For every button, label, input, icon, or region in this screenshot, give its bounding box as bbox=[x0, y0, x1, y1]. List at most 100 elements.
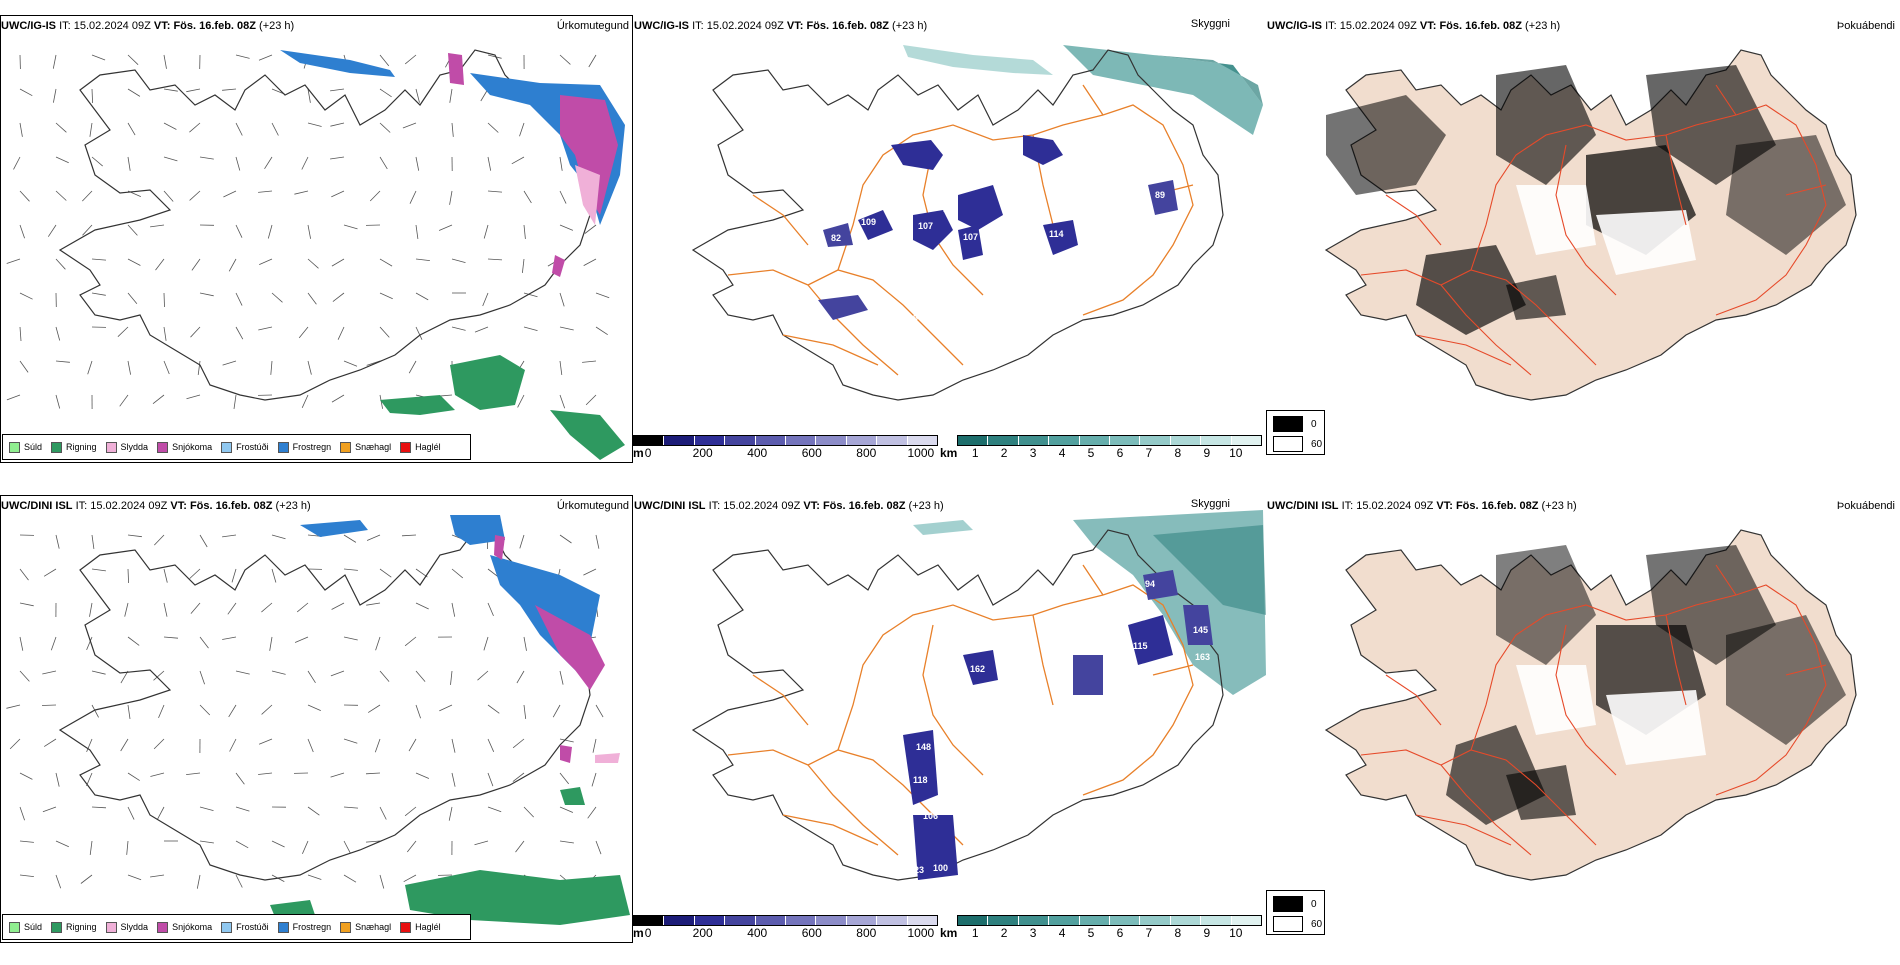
wind-barb bbox=[409, 739, 416, 751]
wind-barb bbox=[164, 191, 173, 202]
wind-barb bbox=[302, 395, 308, 408]
wind-barb bbox=[376, 637, 380, 650]
wind-barb bbox=[593, 739, 596, 753]
wind-barb bbox=[416, 157, 419, 171]
precip-legend-item: Snæhagl bbox=[340, 922, 391, 933]
wind-barb bbox=[560, 535, 572, 543]
colorbar-step bbox=[725, 916, 755, 925]
wind-barb bbox=[302, 841, 308, 854]
wind-barb bbox=[88, 361, 92, 374]
wind-barb bbox=[261, 603, 272, 612]
wind-barb bbox=[475, 841, 489, 845]
wind-barb bbox=[236, 671, 250, 674]
wind-barb bbox=[262, 705, 272, 714]
fog-legend-label: 60 bbox=[1311, 919, 1322, 930]
iceland-outline bbox=[60, 50, 590, 400]
wind-barb bbox=[92, 569, 106, 571]
wind-barb bbox=[405, 55, 416, 64]
colorbar-tick-label: 2 bbox=[1001, 446, 1008, 460]
wind-barb bbox=[409, 361, 416, 373]
wind-barb bbox=[488, 157, 491, 171]
wind-barb bbox=[272, 123, 278, 136]
visibility-label: 145 bbox=[1193, 625, 1208, 635]
colorbar-step bbox=[847, 436, 877, 445]
wind-barb bbox=[522, 259, 524, 273]
wind-barb bbox=[190, 191, 200, 200]
wind-barb bbox=[294, 191, 308, 194]
wind-barb bbox=[560, 327, 574, 330]
visibility-map-2: 94 162 115 148 118 106 100 123 145 163 bbox=[633, 495, 1266, 965]
visibility-label: 96 bbox=[1088, 225, 1098, 235]
wind-barb bbox=[121, 739, 128, 751]
wind-barb bbox=[308, 807, 319, 815]
wind-barb bbox=[450, 89, 452, 103]
wind-barb bbox=[200, 671, 205, 684]
wind-barb bbox=[128, 535, 142, 537]
colorbar-tick-label: 600 bbox=[802, 926, 822, 940]
wind-barb bbox=[449, 807, 452, 821]
wind-barb bbox=[56, 327, 60, 341]
visibility-shading bbox=[903, 45, 1263, 135]
wind-barb bbox=[236, 225, 242, 238]
panel-title: Skyggni bbox=[1191, 18, 1230, 30]
colorbar-step bbox=[988, 436, 1018, 445]
wind-barb bbox=[258, 191, 272, 192]
colorbar-step bbox=[1019, 436, 1049, 445]
legend-swatch bbox=[106, 442, 117, 453]
wind-barb bbox=[403, 123, 416, 128]
wind-barb bbox=[236, 875, 242, 888]
visibility-unit: km bbox=[940, 446, 957, 460]
colorbar-step bbox=[1080, 916, 1110, 925]
panel-header: UWC/DINI ISL IT: 15.02.2024 09Z VT: Fös.… bbox=[1, 500, 311, 512]
wind-barb bbox=[560, 773, 569, 784]
panel-title: Þokuábendi bbox=[1837, 20, 1895, 32]
wind-barb bbox=[524, 225, 525, 239]
fog-legend-swatch bbox=[1273, 436, 1303, 452]
wind-barb bbox=[452, 259, 466, 263]
precip-map-2 bbox=[0, 495, 633, 965]
wind-barb bbox=[271, 361, 272, 375]
wind-barb bbox=[344, 569, 358, 570]
wind-barb bbox=[164, 603, 167, 617]
wind-barb bbox=[452, 773, 455, 787]
colorbar-step bbox=[908, 436, 937, 445]
legend-label: Snæhagl bbox=[355, 922, 391, 932]
wind-barb bbox=[128, 807, 134, 820]
wind-barb bbox=[56, 535, 59, 549]
wind-barb bbox=[43, 807, 56, 812]
wind-barb bbox=[416, 89, 420, 103]
wind-barb bbox=[488, 191, 502, 192]
fog-legend-swatch bbox=[1273, 416, 1303, 432]
wind-barb bbox=[191, 327, 201, 337]
ceiling-unit: m bbox=[633, 926, 644, 940]
wind-barb bbox=[380, 807, 386, 820]
wind-barb bbox=[90, 123, 92, 137]
panel-header: UWC/DINI ISL IT: 15.02.2024 09Z VT: Fös.… bbox=[1267, 500, 1577, 512]
legend-label: Frostúði bbox=[236, 922, 269, 932]
colorbar-tick-label: 1 bbox=[972, 446, 979, 460]
visibility-label: 100 bbox=[933, 863, 948, 873]
wind-barb bbox=[404, 875, 416, 882]
wind-barb bbox=[308, 123, 322, 127]
wind-barb bbox=[439, 225, 452, 231]
legend-swatch bbox=[157, 442, 168, 453]
visibility-label: 93 bbox=[1153, 170, 1163, 180]
wind-barb bbox=[344, 875, 356, 882]
wind-barb bbox=[344, 535, 356, 542]
wind-barb bbox=[582, 361, 596, 362]
legend-label: Snjókoma bbox=[172, 922, 212, 932]
wind-barb bbox=[20, 569, 29, 580]
wind-barb bbox=[259, 739, 272, 744]
colorbar-tick-label: 1000 bbox=[907, 926, 934, 940]
fog-legend-label: 0 bbox=[1311, 419, 1317, 430]
visibility-label: 115 bbox=[1133, 641, 1148, 651]
precip-legend-item: Frostregn bbox=[278, 922, 332, 933]
legend-label: Slydda bbox=[121, 442, 149, 452]
wind-barb bbox=[380, 259, 392, 266]
wind-barb bbox=[222, 637, 236, 640]
fog-map-1 bbox=[1266, 15, 1900, 485]
precip-legend-item: Rigning bbox=[51, 922, 97, 933]
ceiling-unit: m bbox=[633, 446, 644, 460]
